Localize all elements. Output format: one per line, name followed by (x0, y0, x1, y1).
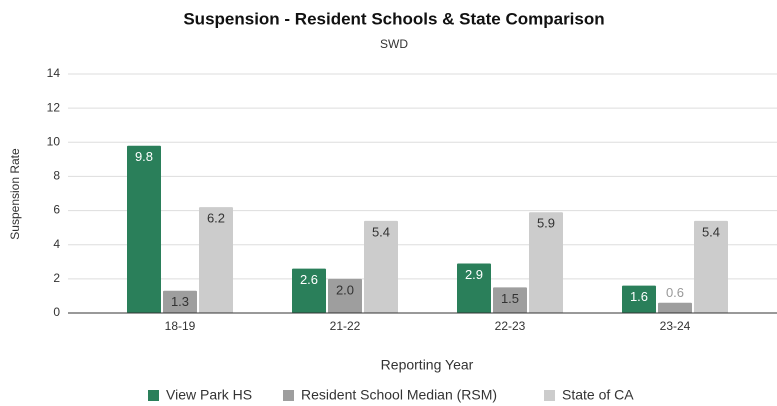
y-tick-label: 0 (53, 305, 60, 319)
data-label: 2.0 (336, 282, 354, 297)
legend-swatch (544, 390, 555, 401)
data-label: 1.3 (171, 294, 189, 309)
y-tick-label: 8 (53, 169, 60, 183)
x-tick-label: 23-24 (660, 319, 691, 333)
bar (529, 212, 563, 313)
y-axis-title: Suspension Rate (8, 148, 22, 240)
chart-title: Suspension - Resident Schools & State Co… (183, 9, 604, 28)
legend-swatch (148, 390, 159, 401)
data-label: 0.6 (666, 285, 684, 300)
legend-swatch (283, 390, 294, 401)
data-label: 5.9 (537, 216, 555, 231)
y-tick-label: 12 (47, 100, 61, 114)
x-tick-label: 21-22 (330, 319, 361, 333)
data-label: 1.6 (630, 289, 648, 304)
legend-label: State of CA (562, 387, 634, 403)
data-label: 2.9 (465, 267, 483, 282)
bar (199, 207, 233, 313)
x-axis-title: Reporting Year (381, 357, 474, 373)
bar (658, 302, 692, 313)
data-label: 5.4 (372, 224, 390, 239)
bar (622, 285, 656, 313)
y-tick-label: 2 (53, 271, 60, 285)
bar (292, 268, 326, 313)
bar (493, 287, 527, 313)
data-label: 1.5 (501, 291, 519, 306)
legend-label: Resident School Median (RSM) (301, 387, 497, 403)
bar (163, 290, 197, 313)
y-tick-label: 10 (47, 134, 61, 148)
y-tick-label: 6 (53, 203, 60, 217)
y-tick-label: 14 (47, 66, 61, 80)
x-tick-label: 18-19 (165, 319, 196, 333)
chart-subtitle: SWD (380, 37, 408, 51)
bar (127, 145, 161, 313)
y-tick-label: 4 (53, 237, 60, 251)
data-label: 6.2 (207, 211, 225, 226)
bar (328, 278, 362, 313)
x-tick-label: 22-23 (495, 319, 526, 333)
bar (364, 220, 398, 313)
data-label: 2.6 (300, 272, 318, 287)
data-label: 5.4 (702, 224, 720, 239)
bar (457, 263, 491, 313)
bar (694, 220, 728, 313)
data-label: 9.8 (135, 149, 153, 164)
legend-label: View Park HS (166, 387, 252, 403)
